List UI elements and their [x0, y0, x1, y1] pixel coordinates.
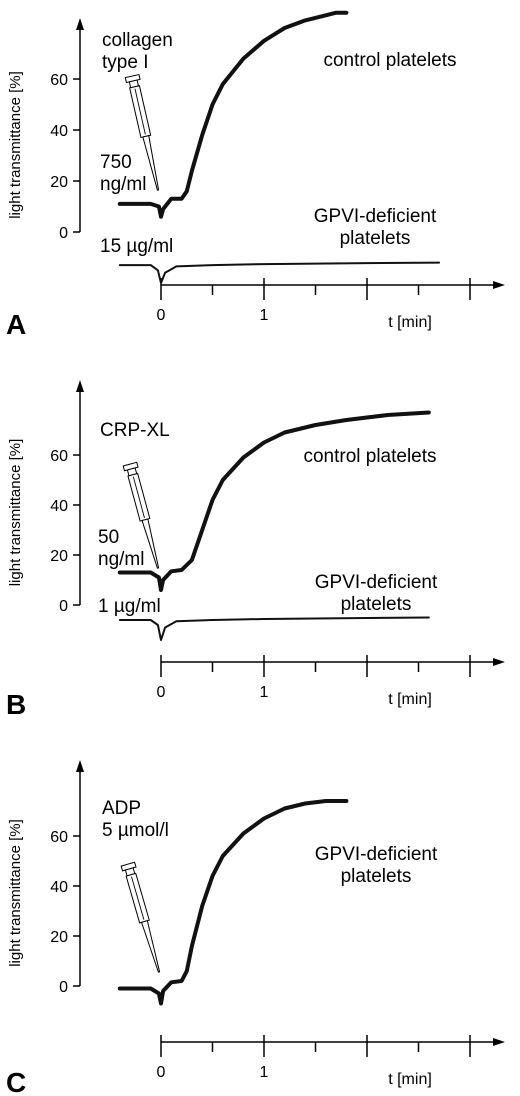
pipette-barrel-line: [132, 476, 145, 518]
y-axis-arrow-icon: [76, 18, 84, 30]
trace-line: [117, 799, 349, 1006]
pipette-tip: [140, 920, 161, 973]
y-tick-label: 40: [50, 498, 68, 515]
series-label: GPVI-deficient platelets: [315, 572, 438, 615]
x-axis-label: t [min]: [388, 314, 432, 331]
series-label: control platelets: [323, 50, 456, 71]
series-label: GPVI-deficient platelets: [314, 206, 437, 249]
pipette-tip: [142, 135, 160, 191]
y-tick-label: 40: [50, 879, 68, 896]
panel-letter: B: [6, 689, 26, 720]
x-axis-label: t [min]: [388, 691, 432, 708]
y-tick-label: 60: [50, 72, 68, 89]
y-tick-label: 0: [59, 598, 68, 615]
dose-label: 750 ng/ml: [100, 152, 146, 195]
agonist-label: collagen type I: [102, 30, 173, 73]
trace-line: [118, 261, 441, 284]
panel-a: 0 20 40 60 light transmittance [%] 0 1 t [min] A…: [6, 10, 505, 340]
y-axis-label: light transmittance [%]: [7, 819, 24, 967]
agonist-label: CRP-XL: [100, 420, 170, 441]
series-label: GPVI-deficient platelets: [315, 844, 438, 887]
y-tick-label: 40: [50, 123, 68, 140]
y-axis-arrow-icon: [76, 380, 84, 392]
y-tick-label: 60: [50, 448, 68, 465]
x-tick-label: 0: [157, 1064, 166, 1081]
y-axis-label: light transmittance [%]: [7, 71, 24, 219]
panel-letter: A: [6, 309, 26, 340]
dose-label: 50 ng/ml: [98, 527, 144, 570]
y-tick-label: 20: [50, 929, 68, 946]
x-tick-label: 1: [260, 684, 269, 701]
x-axis-arrow-icon: [493, 658, 505, 666]
y-tick-label: 20: [50, 174, 68, 191]
trace-line: [117, 10, 349, 219]
y-tick-label: 0: [59, 979, 68, 996]
panel-b: 0 20 40 60 light transmittance [%] 0 1 t [min] B…: [6, 380, 505, 720]
series-label: control platelets: [303, 446, 436, 467]
pipette-barrel-line: [134, 88, 146, 135]
pipette-tip: [141, 518, 160, 569]
pipette-icon: [120, 861, 161, 973]
y-axis-label: light transmittance [%]: [7, 439, 24, 587]
panel-c: 0 20 40 60 light transmittance [%] 0 1 t [min] C…: [6, 760, 505, 1096]
x-axis-label: t [min]: [388, 1071, 432, 1088]
x-tick-label: 0: [157, 307, 166, 324]
y-tick-label: 60: [50, 829, 68, 846]
x-axis-arrow-icon: [493, 281, 505, 289]
x-axis-arrow-icon: [493, 1038, 505, 1046]
x-tick-label: 1: [260, 307, 269, 324]
x-tick-label: 0: [157, 684, 166, 701]
dose-label: 15 µg/ml: [100, 236, 173, 257]
dose-label: 1 µg/ml: [98, 596, 161, 617]
x-tick-label: 1: [260, 1064, 269, 1081]
y-tick-label: 0: [59, 225, 68, 242]
pipette-icon: [122, 461, 160, 569]
y-axis-arrow-icon: [76, 760, 84, 772]
panel-letter: C: [6, 1067, 26, 1096]
pipette-barrel-line: [131, 876, 145, 920]
pipette-icon: [124, 73, 160, 191]
y-tick-label: 20: [50, 548, 68, 565]
trace-line: [117, 410, 431, 592]
trace-line: [118, 616, 430, 641]
agonist-label: ADP 5 µmol/l: [102, 798, 169, 841]
